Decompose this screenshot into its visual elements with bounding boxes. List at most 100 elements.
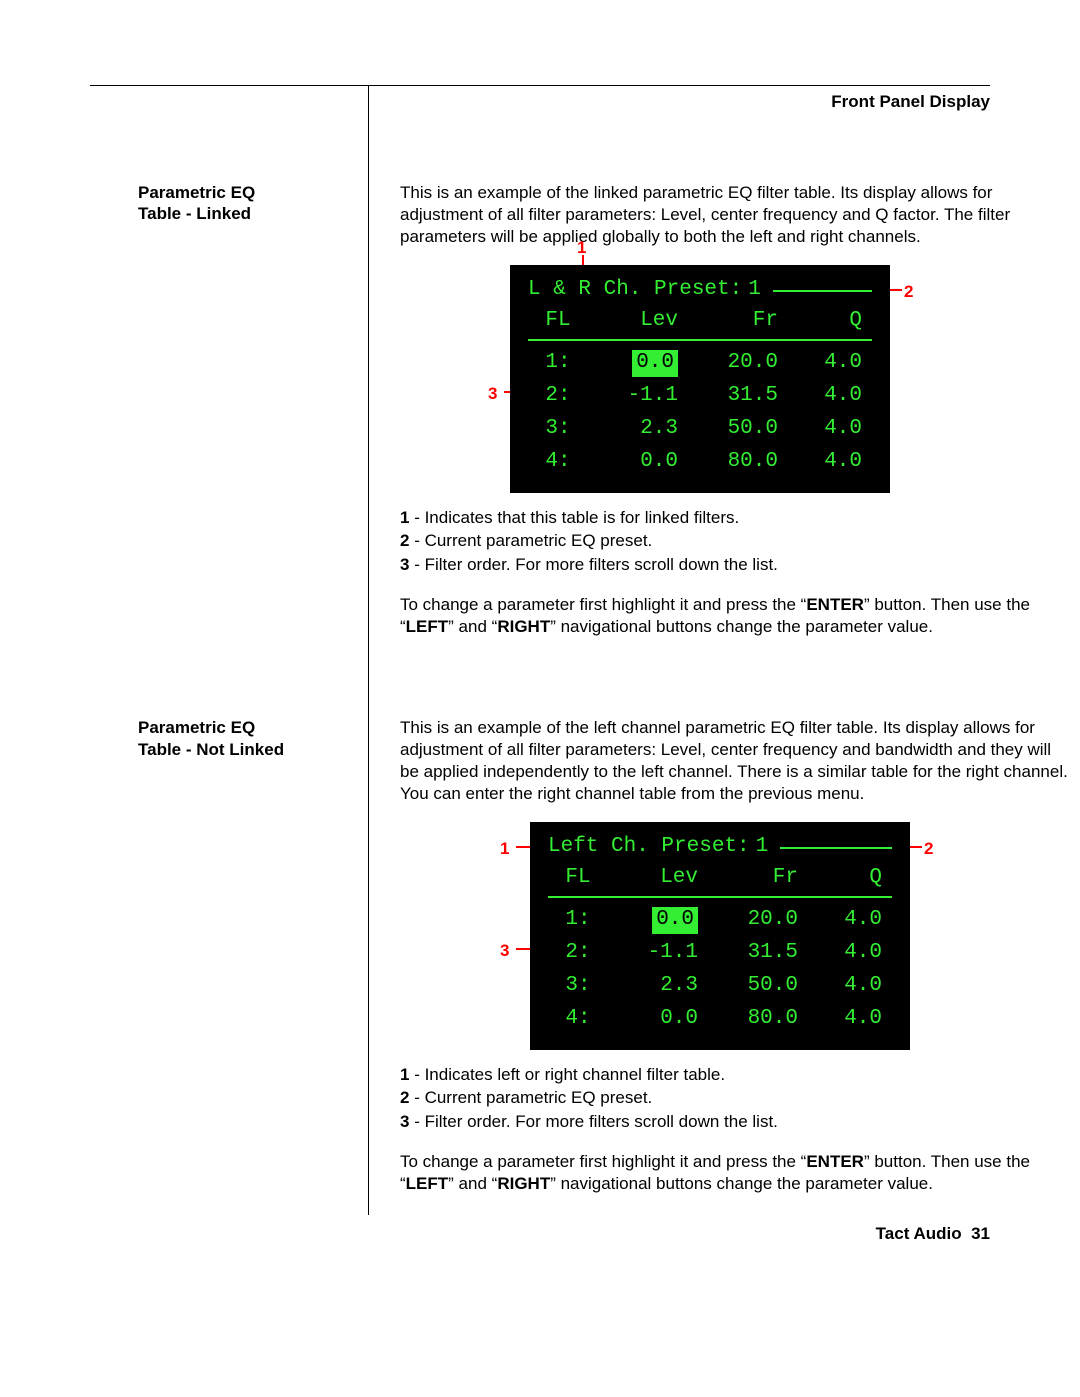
- cell-lev: 0.0: [588, 350, 688, 377]
- col-fl: FL: [548, 865, 608, 892]
- legend-line: 3 - Filter order. For more filters scrol…: [400, 1111, 1070, 1133]
- lcd-row: 2: -1.1 31.5 4.0: [548, 937, 892, 970]
- lcd-title-2: Left Ch. Preset: 1: [548, 834, 892, 861]
- lcd-title-prefix: L & R Ch. Preset:: [528, 277, 742, 304]
- legend-line: 3 - Filter order. For more filters scrol…: [400, 554, 1070, 576]
- instr-p4: ” navigational buttons change the parame…: [550, 617, 933, 636]
- legend-1: 1 - Indicates that this table is for lin…: [400, 507, 1070, 576]
- callout-1-left: 1: [500, 838, 509, 860]
- cell-q: 4.0: [808, 907, 888, 934]
- legend-line: 1 - Indicates that this table is for lin…: [400, 507, 1070, 529]
- instr-p1: To change a parameter first highlight it…: [400, 595, 806, 614]
- cell-q: 4.0: [788, 383, 868, 410]
- callout-2-right: 2: [904, 281, 913, 303]
- main-col-2: This is an example of the left channel p…: [400, 717, 1070, 1194]
- lcd-row: 4: 0.0 80.0 4.0: [548, 1003, 892, 1036]
- header-title: Front Panel Display: [90, 92, 990, 112]
- legend-line: 1 - Indicates left or right channel filt…: [400, 1064, 1070, 1086]
- cell-q: 4.0: [788, 449, 868, 476]
- legend-t: - Current parametric EQ preset.: [409, 531, 652, 550]
- cell-fl: 3:: [548, 973, 608, 1000]
- cell-fl: 1:: [528, 350, 588, 377]
- side-label-linked: Parametric EQ Table - Linked: [138, 182, 348, 225]
- lcd-preset-num: 1: [756, 834, 769, 861]
- instr-b3: RIGHT: [497, 1174, 550, 1193]
- intro-1: This is an example of the linked paramet…: [400, 182, 1070, 247]
- section-linked: Parametric EQ Table - Linked This is an …: [90, 182, 990, 637]
- legend-line: 2 - Current parametric EQ preset.: [400, 1087, 1070, 1109]
- cell-fr: 31.5: [688, 383, 788, 410]
- cell-lev: 2.3: [608, 973, 708, 1000]
- lcd-wrap-1: 1 2 3 L & R Ch. Preset:: [510, 265, 940, 492]
- col-fl: FL: [528, 308, 588, 335]
- cell-q: 4.0: [788, 416, 868, 443]
- lcd-title-1: L & R Ch. Preset: 1: [528, 277, 872, 304]
- cell-fl: 2:: [528, 383, 588, 410]
- cell-q: 4.0: [788, 350, 868, 377]
- cell-lev-hl[interactable]: 0.0: [652, 907, 698, 934]
- cell-lev-hl[interactable]: 0.0: [632, 350, 678, 377]
- lcd-display-2: Left Ch. Preset: 1 FL Lev Fr Q 1: 0.0 20…: [530, 822, 910, 1049]
- cell-lev: 0.0: [608, 1006, 708, 1033]
- cell-fr: 80.0: [688, 449, 788, 476]
- cell-fr: 80.0: [708, 1006, 808, 1033]
- side-label-line2: Table - Linked: [138, 204, 251, 223]
- instruction-2: To change a parameter first highlight it…: [400, 1151, 1070, 1195]
- header-rule: [90, 85, 990, 86]
- lcd-row: 4: 0.0 80.0 4.0: [528, 446, 872, 479]
- lcd-row: 1: 0.0 20.0 4.0: [548, 904, 892, 937]
- lcd-row: 1: 0.0 20.0 4.0: [528, 347, 872, 380]
- page: Front Panel Display Parametric EQ Table …: [90, 85, 990, 1244]
- side-label-not-linked: Parametric EQ Table - Not Linked: [138, 717, 348, 760]
- col-fr: Fr: [688, 308, 788, 335]
- instr-p4: ” navigational buttons change the parame…: [550, 1174, 933, 1193]
- cell-fl: 4:: [528, 449, 588, 476]
- lcd-preset-num: 1: [748, 277, 761, 304]
- cell-fr: 50.0: [708, 973, 808, 1000]
- lcd-display-1: L & R Ch. Preset: 1 FL Lev Fr Q 1: 0.0 2…: [510, 265, 890, 492]
- legend-t: - Filter order. For more filters scroll …: [409, 1112, 777, 1131]
- col-q: Q: [788, 308, 868, 335]
- lcd-title-line: [780, 847, 892, 849]
- footer: Tact Audio 31: [90, 1224, 990, 1244]
- cell-fr: 31.5: [708, 940, 808, 967]
- footer-brand: Tact Audio: [876, 1224, 962, 1243]
- side-label-line1: Parametric EQ: [138, 718, 255, 737]
- callout-2-line: [888, 289, 902, 291]
- cell-lev: -1.1: [588, 383, 688, 410]
- cell-q: 4.0: [808, 1006, 888, 1033]
- lcd-title-prefix: Left Ch. Preset:: [548, 834, 750, 861]
- instr-b2: LEFT: [406, 617, 449, 636]
- cell-fl: 3:: [528, 416, 588, 443]
- col-q: Q: [808, 865, 888, 892]
- col-lev: Lev: [588, 308, 688, 335]
- lcd-row: 2: -1.1 31.5 4.0: [528, 380, 872, 413]
- lcd-header-row-2: FL Lev Fr Q: [548, 865, 892, 898]
- cell-fr: 20.0: [708, 907, 808, 934]
- intro-2: This is an example of the left channel p…: [400, 717, 1070, 804]
- legend-line: 2 - Current parametric EQ preset.: [400, 530, 1070, 552]
- instr-p1: To change a parameter first highlight it…: [400, 1152, 806, 1171]
- cell-fl: 4:: [548, 1006, 608, 1033]
- cell-q: 4.0: [808, 973, 888, 1000]
- instr-b2: LEFT: [406, 1174, 449, 1193]
- lcd-title-line: [773, 290, 872, 292]
- col-lev: Lev: [608, 865, 708, 892]
- callout-2-right: 2: [924, 838, 933, 860]
- cell-fr: 50.0: [688, 416, 788, 443]
- callout-3-left: 3: [500, 940, 509, 962]
- legend-t: - Current parametric EQ preset.: [409, 1088, 652, 1107]
- instr-p3: ” and “: [448, 617, 497, 636]
- callout-3-left: 3: [488, 383, 497, 405]
- legend-t: - Indicates left or right channel filter…: [409, 1065, 725, 1084]
- lcd-row: 3: 2.3 50.0 4.0: [528, 413, 872, 446]
- cell-q: 4.0: [808, 940, 888, 967]
- lcd-header-row-1: FL Lev Fr Q: [528, 308, 872, 341]
- footer-page: 31: [971, 1224, 990, 1243]
- side-label-line1: Parametric EQ: [138, 183, 255, 202]
- cell-lev: 2.3: [588, 416, 688, 443]
- legend-2: 1 - Indicates left or right channel filt…: [400, 1064, 1070, 1133]
- lcd-wrap-2: 1 2 3 Left Ch. Preset:: [530, 822, 960, 1049]
- col-fr: Fr: [708, 865, 808, 892]
- cell-lev: 0.0: [608, 907, 708, 934]
